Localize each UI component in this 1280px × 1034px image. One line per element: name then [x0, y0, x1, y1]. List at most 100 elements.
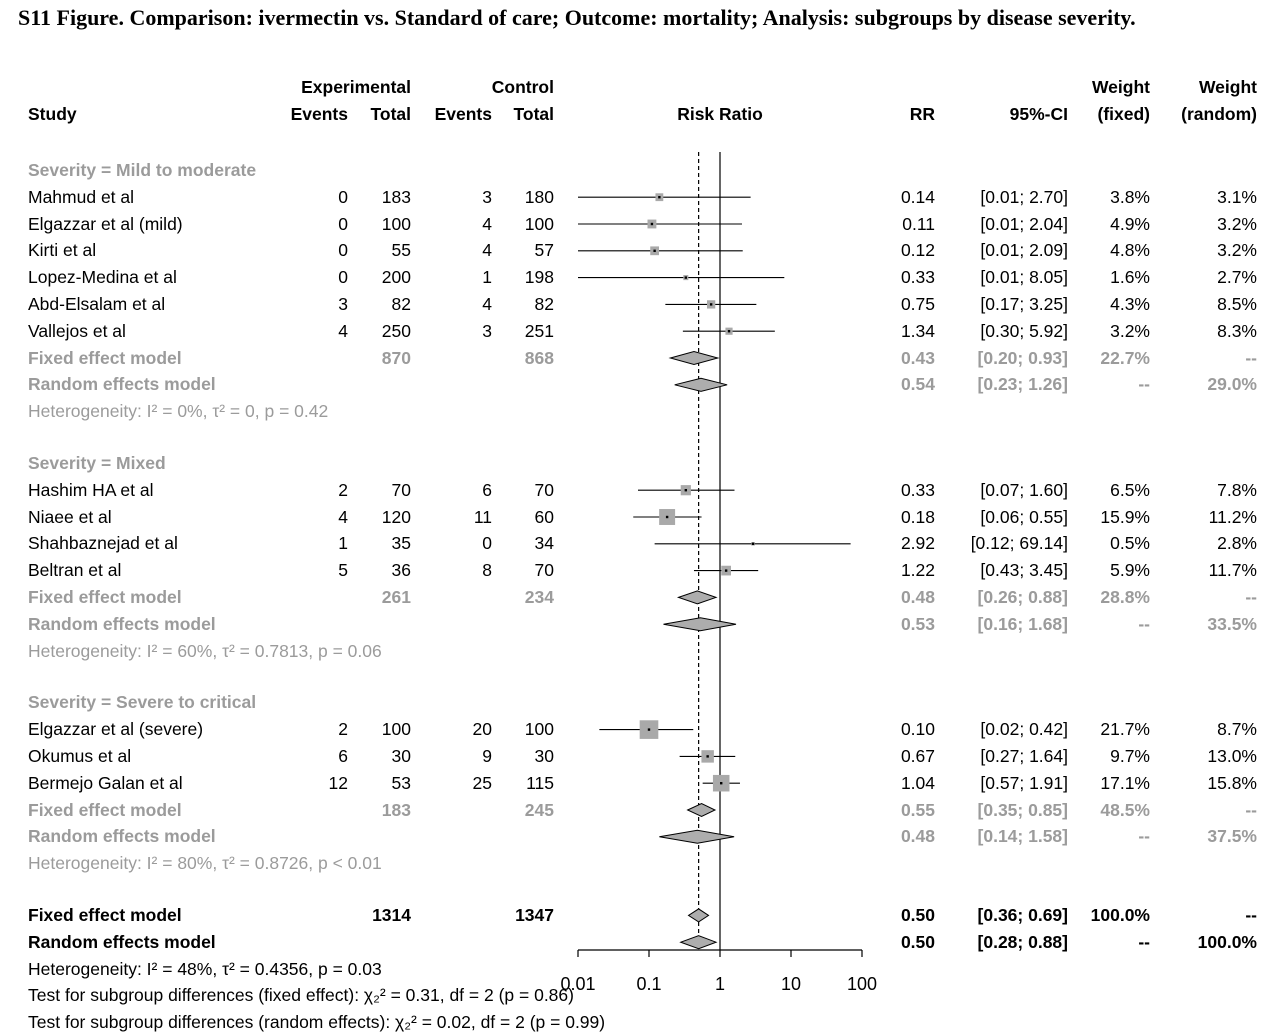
exp-total: 35 [391, 533, 411, 554]
rr-value: 0.48 [900, 826, 935, 847]
heterogeneity-note: Heterogeneity: I² = 48%, τ² = 0.4356, p … [28, 958, 382, 979]
exp-events: 0 [338, 213, 348, 234]
table-row: Lopez-Medina et al 0 200 1 198 0.33 [0.01; 8.0… [0, 264, 1280, 291]
weight-random: 8.3% [1217, 320, 1257, 341]
ctrl-total: 57 [534, 240, 554, 261]
exp-total: 30 [391, 746, 411, 766]
col-header-rr: RR [909, 104, 935, 124]
col-header-experimental: Experimental [301, 77, 411, 97]
weight-fixed: 3.2% [1110, 320, 1150, 341]
weight-fixed: 4.3% [1110, 294, 1150, 314]
ci-value: [0.06; 0.55] [980, 506, 1068, 527]
col-header-study: Study [28, 104, 77, 124]
table-row: Abd-Elsalam et al 3 82 4 82 0.75 [0.17; 3.25] 4… [0, 291, 1280, 318]
ci-value: [0.12; 69.14] [970, 533, 1068, 554]
ci-value: [0.43; 3.45] [980, 560, 1068, 581]
ctrl-events: 1 [482, 267, 492, 288]
exp-events: 2 [338, 719, 348, 740]
ctrl-total: 234 [524, 587, 554, 607]
exp-total: 55 [391, 240, 411, 261]
summary-label: Fixed effect model [28, 587, 182, 607]
ci-value: [0.23; 1.26] [977, 374, 1068, 395]
ci-value: [0.20; 0.93] [977, 347, 1068, 368]
study-name: Bermejo Galan et al [28, 772, 183, 793]
table-row: Fixed effect model 261 234 0.48 [0.26; 0.88]… [0, 584, 1280, 611]
table-row: Heterogeneity: I² = 80%, τ² = 0.8726, p … [0, 850, 1280, 877]
table-row: Heterogeneity: I² = 60%, τ² = 0.7813, p … [0, 638, 1280, 665]
rr-value: 0.48 [900, 587, 935, 607]
summary-label: Fixed effect model [28, 347, 182, 368]
table-row: Elgazzar et al (mild) 0 100 4 100 0.11 [0.01; … [0, 211, 1280, 238]
col-header-ci: 95%-CI [1009, 104, 1068, 124]
table-row: Kirti et al 0 55 4 57 0.12 [0.01; 2.09] 4.8% 3.2… [0, 237, 1280, 264]
weight-fixed: -- [1138, 826, 1150, 847]
ctrl-total: 70 [534, 560, 554, 581]
exp-events: 0 [338, 186, 348, 207]
col-header-exp-total: Total [370, 104, 411, 124]
col-header-risk-ratio: Risk Ratio [677, 104, 763, 124]
ctrl-events: 11 [473, 506, 492, 527]
table-row: Fixed effect model 183 245 0.55 [0.35; 0.85]… [0, 797, 1280, 824]
ci-value: [0.28; 0.88] [977, 931, 1068, 952]
ctrl-events: 0 [482, 533, 492, 554]
table-row: Test for subgroup differences (fixed eff… [0, 982, 1280, 1009]
exp-events: 4 [338, 320, 348, 341]
ctrl-events: 4 [482, 240, 492, 261]
col-header-ctrl-total: Total [513, 104, 554, 124]
test-note: Test for subgroup differences (fixed eff… [28, 985, 574, 1006]
weight-fixed: 17.1% [1100, 772, 1150, 793]
rr-value: 0.33 [900, 267, 935, 288]
weight-random: -- [1245, 587, 1257, 607]
ctrl-events: 20 [472, 719, 492, 740]
weight-fixed: 21.7% [1100, 719, 1150, 740]
study-name: Beltran et al [28, 560, 122, 581]
weight-random: 3.2% [1217, 213, 1257, 234]
study-name: Elgazzar et al (mild) [28, 213, 183, 234]
col-header-ctrl-events: Events [434, 104, 492, 124]
ci-value: [0.35; 0.85] [977, 799, 1068, 820]
ci-value: [0.36; 0.69] [977, 905, 1068, 925]
weight-fixed: 0.5% [1110, 533, 1150, 554]
subgroup-header: Severity = Severe to critical [28, 692, 257, 713]
table-row: Mahmud et al 0 183 3 180 0.14 [0.01; 2.70] 3.8%… [0, 184, 1280, 211]
heterogeneity-note: Heterogeneity: I² = 60%, τ² = 0.7813, p … [28, 640, 382, 661]
weight-random: 33.5% [1207, 613, 1257, 634]
col-header-weight-random-top: Weight [1198, 77, 1257, 97]
ctrl-total: 115 [526, 772, 554, 793]
table-row: Okumus et al 6 30 9 30 0.67 [0.27; 1.64] 9.7% 13… [0, 743, 1280, 770]
weight-random: 29.0% [1207, 374, 1257, 395]
exp-events: 6 [338, 746, 348, 766]
weight-fixed: 48.5% [1100, 799, 1150, 820]
rr-value: 2.92 [900, 533, 935, 554]
rr-value: 0.53 [900, 613, 935, 634]
study-name: Elgazzar et al (severe) [28, 719, 204, 740]
col-header-exp-events: Events [290, 104, 348, 124]
ctrl-total: 245 [524, 799, 554, 820]
exp-total: 870 [381, 347, 411, 368]
rr-value: 0.55 [900, 799, 935, 820]
study-name: Kirti et al [28, 240, 97, 261]
ctrl-total: 100 [524, 719, 554, 740]
study-name: Hashim HA et al [28, 479, 154, 500]
study-name: Vallejos et al [28, 320, 126, 341]
ctrl-events: 25 [472, 772, 492, 793]
ctrl-events: 3 [482, 320, 492, 341]
weight-random: -- [1245, 905, 1257, 925]
weight-fixed: 5.9% [1110, 560, 1150, 581]
table-row: Heterogeneity: I² = 48%, τ² = 0.4356, p … [0, 956, 1280, 983]
table-row: Vallejos et al 4 250 3 251 1.34 [0.30; 5.92] 3.… [0, 318, 1280, 345]
heterogeneity-note: Heterogeneity: I² = 80%, τ² = 0.8726, p … [28, 853, 382, 874]
ctrl-total: 1347 [515, 905, 554, 925]
weight-fixed: 100.0% [1090, 905, 1150, 925]
ci-value: [0.14; 1.58] [977, 826, 1068, 847]
ctrl-events: 8 [482, 560, 492, 581]
ci-value: [0.01; 2.09] [980, 240, 1068, 261]
weight-random: 3.1% [1217, 186, 1257, 207]
weight-fixed: 28.8% [1100, 587, 1150, 607]
ctrl-total: 100 [524, 213, 554, 234]
rr-value: 1.22 [900, 560, 935, 581]
summary-label: Random effects model [28, 826, 216, 847]
test-note: Test for subgroup differences (random ef… [28, 1012, 606, 1033]
exp-events: 5 [338, 560, 348, 581]
